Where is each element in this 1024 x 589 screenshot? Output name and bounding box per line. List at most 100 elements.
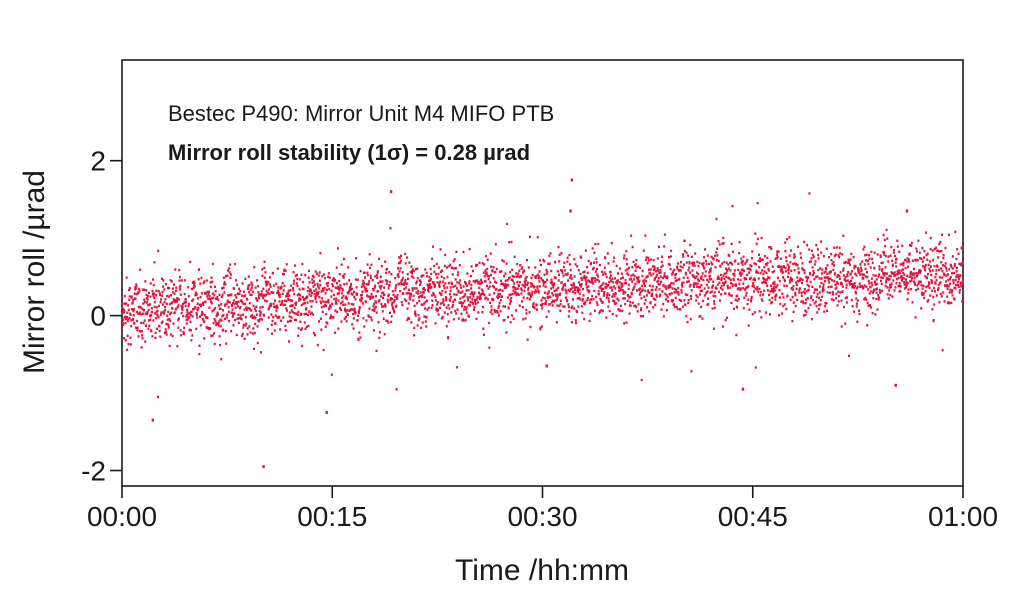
data-point [690,297,693,301]
data-point [814,300,817,303]
data-point [586,297,589,300]
data-point [794,293,797,297]
data-point [441,269,444,272]
data-point [341,287,344,291]
data-point [451,273,454,276]
data-point [846,274,849,278]
data-point [770,247,773,251]
data-point [585,276,588,279]
data-point [648,310,651,313]
data-point [885,278,888,282]
data-point [306,295,309,299]
data-point [925,231,928,234]
data-point [378,331,381,334]
y-tick-label: 0 [90,301,106,332]
outlier-point [569,209,572,213]
data-point [244,324,247,327]
outlier-point [905,209,909,213]
data-point [198,303,201,306]
data-point [910,241,913,245]
data-point [445,297,448,300]
data-point [400,280,403,283]
data-point [492,266,495,269]
data-point [514,309,517,312]
data-point [910,279,913,282]
data-point [584,300,587,304]
data-point [766,289,769,292]
data-point [413,334,416,337]
data-point [855,274,858,277]
data-point [866,301,869,305]
data-point [815,305,818,308]
outlier-point [741,387,745,391]
data-point [200,276,203,280]
data-point [433,270,436,274]
data-point [903,280,906,284]
data-point [681,266,684,269]
data-point [417,318,420,322]
data-point [832,260,835,264]
data-point [190,287,193,291]
data-point [738,241,741,244]
data-point [174,298,177,302]
data-point [285,263,288,266]
data-point [457,291,460,294]
data-point [233,302,236,306]
data-point [783,303,786,306]
data-point [801,300,804,303]
data-point [753,262,756,265]
data-point [929,269,932,273]
data-point [633,285,636,288]
data-point [564,296,567,299]
data-point [709,267,712,270]
data-point [279,319,282,322]
data-point [303,302,306,305]
data-point [688,266,691,269]
data-point [576,286,579,290]
data-point [877,294,880,297]
data-point [425,325,428,328]
data-point [237,300,240,303]
data-point [599,284,602,288]
data-point [890,271,893,275]
data-point [961,281,964,284]
data-point [680,291,683,294]
data-point [291,304,294,307]
data-point [366,271,369,274]
data-point [843,305,846,309]
data-point [504,279,507,282]
data-point [452,318,455,321]
data-point [735,333,738,337]
data-point [595,261,598,264]
data-point [751,312,754,316]
data-point [458,264,461,267]
data-point [559,309,562,312]
data-point [345,310,348,313]
data-point [837,300,840,303]
data-point [600,299,603,302]
data-point [490,265,493,268]
data-point [202,281,205,285]
data-point [130,324,133,328]
data-point [548,303,551,306]
data-point [817,307,820,311]
data-point [768,293,771,297]
data-point [632,260,635,264]
data-point [726,284,729,288]
data-point [826,309,829,313]
data-point [155,306,158,309]
data-point [358,309,361,312]
data-point [774,298,777,301]
data-point [587,285,590,288]
data-point [795,263,798,267]
data-point [226,313,229,317]
data-point [595,257,598,261]
data-point [927,263,930,266]
data-point [489,281,492,284]
data-point [211,280,214,284]
data-point [262,296,265,300]
data-point [622,292,625,296]
data-point [779,257,782,260]
data-point [698,279,701,282]
data-point [797,279,800,283]
